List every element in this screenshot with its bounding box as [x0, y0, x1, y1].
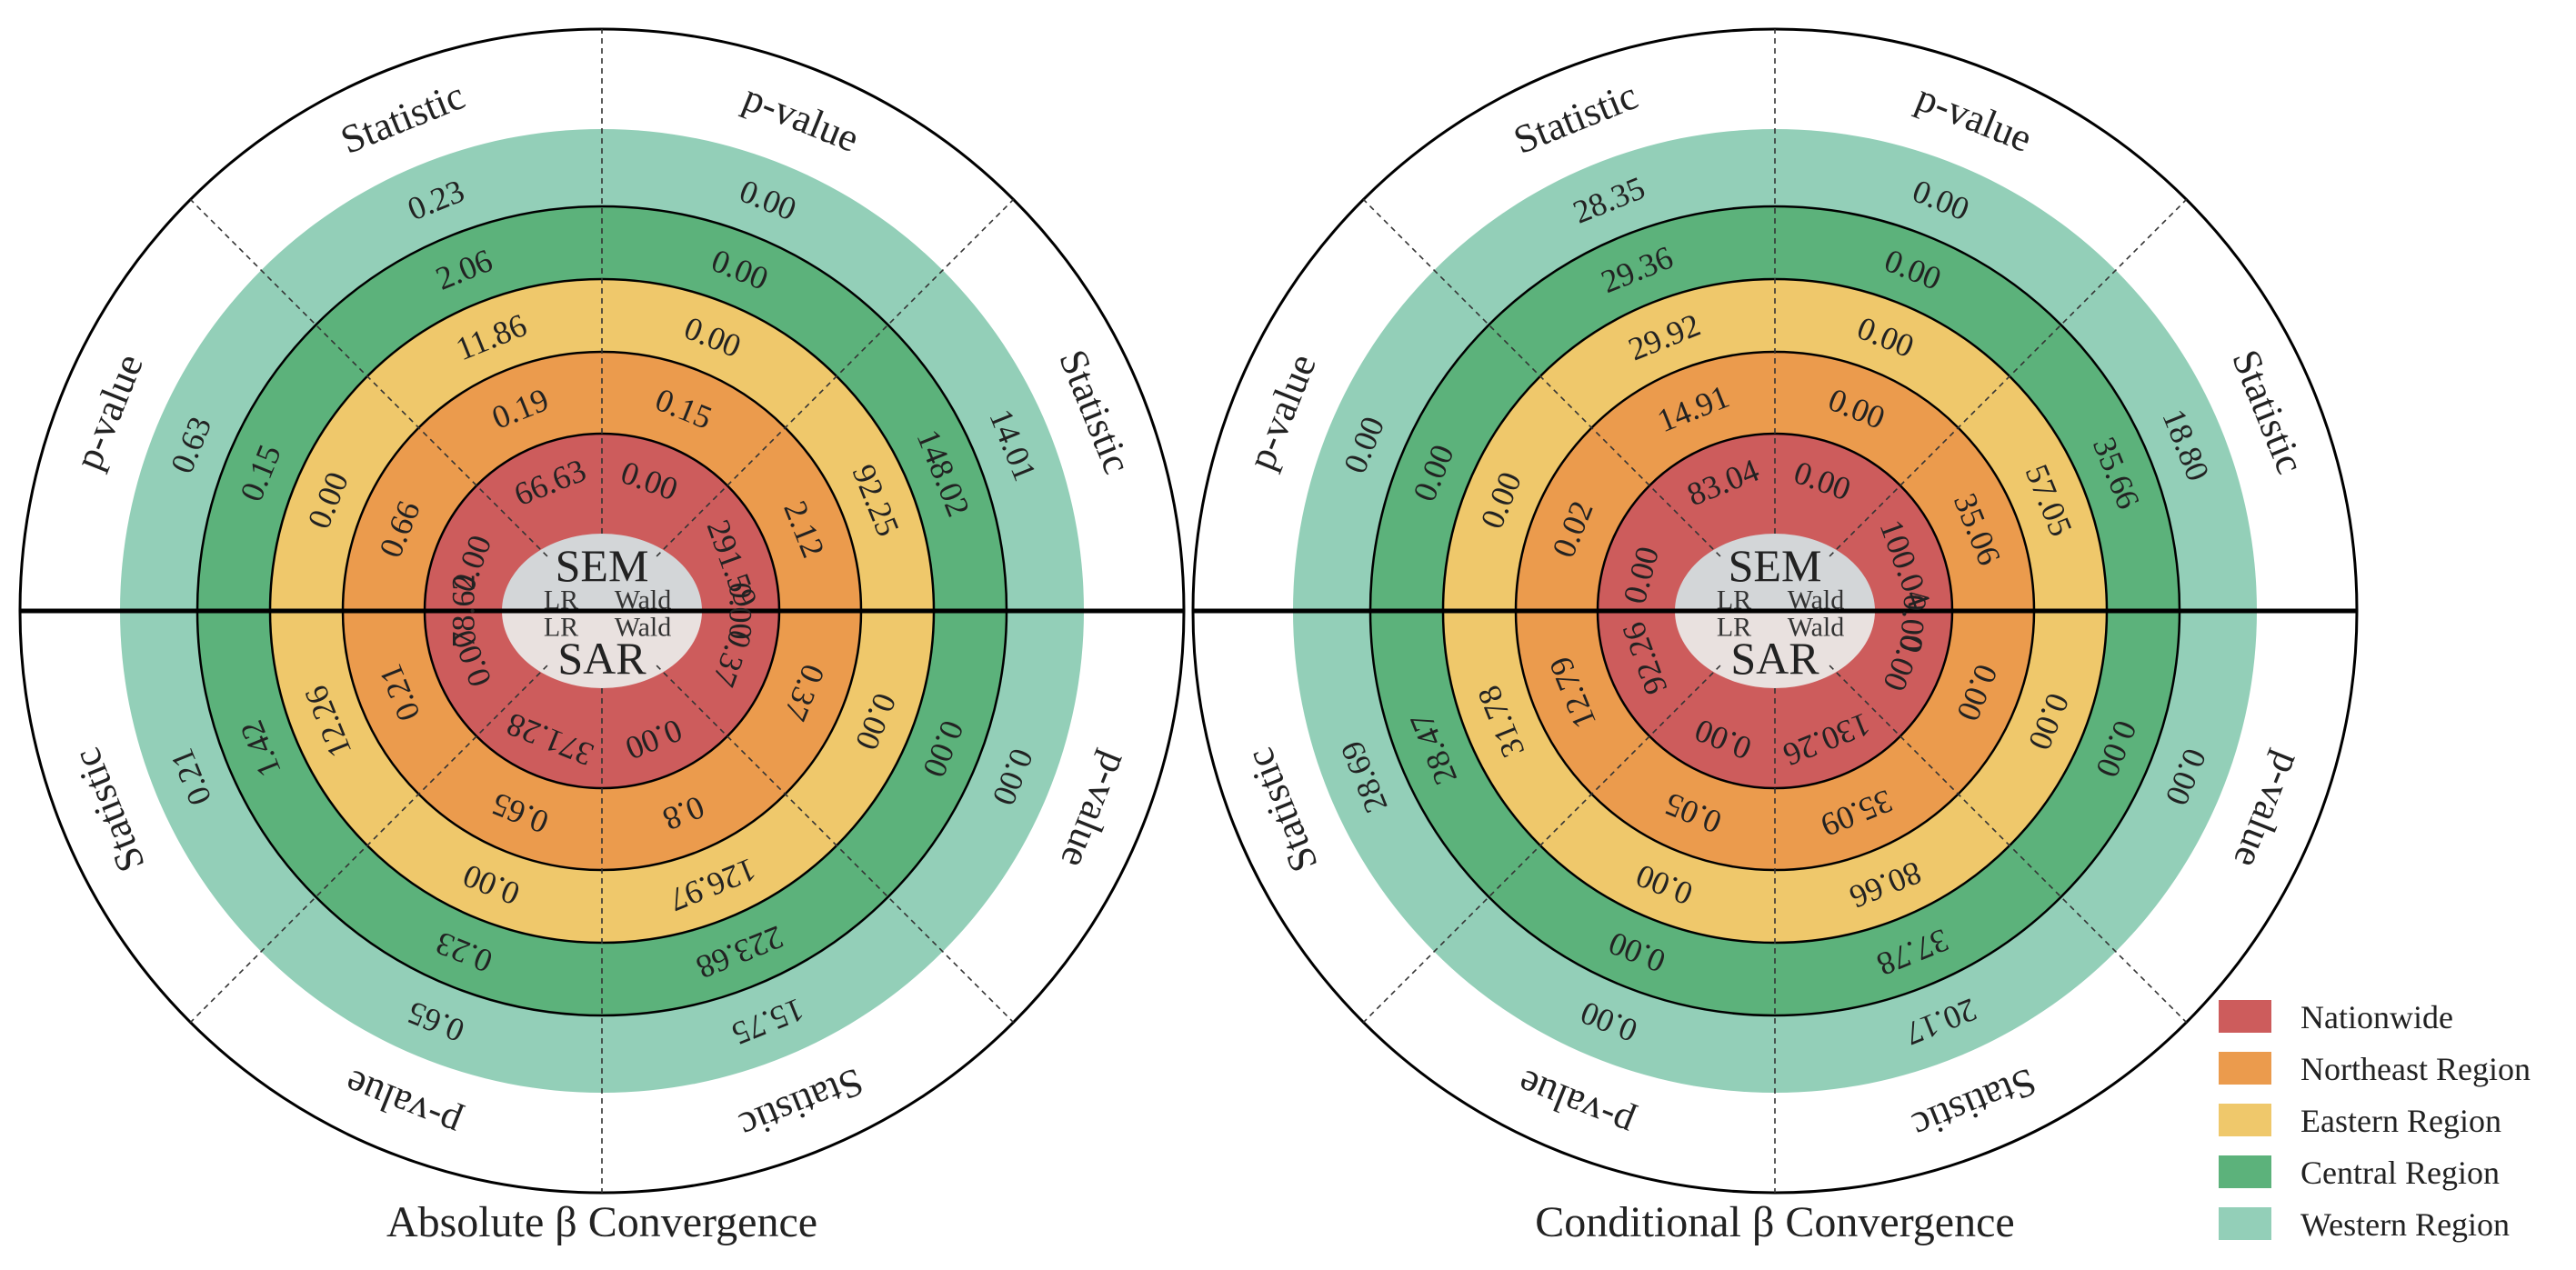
inner-label-left-bottom: LR [544, 613, 578, 643]
sector-divider [1362, 198, 1721, 557]
sector-divider [656, 665, 1015, 1024]
inner-label-right-bottom: Wald [615, 613, 672, 643]
inner-label-left-top: LR [1717, 585, 1751, 615]
center-sem-half [1675, 534, 1875, 611]
sem-label: SEM [1729, 540, 1822, 591]
inner-label-left-bottom: LR [1717, 613, 1751, 643]
sector-divider [1829, 665, 2188, 1024]
sector-divider [1829, 198, 2188, 557]
sector-divider [189, 198, 548, 557]
ring-value-nationwide: 78.62 [446, 575, 482, 648]
sector-divider [1362, 665, 1721, 1024]
sector-divider [189, 665, 548, 1024]
legend-label-nationwide: Nationwide [2300, 999, 2453, 1035]
chart-title-absolute: Absolute β Convergence [386, 1198, 817, 1246]
legend: Nationwide Northeast Region Eastern Region… [2219, 999, 2531, 1243]
legend-swatch-nationwide [2219, 1000, 2271, 1033]
inner-label-right-top: Wald [615, 585, 672, 615]
legend-label-western-region: Western Region [2300, 1206, 2510, 1243]
sem-label: SEM [556, 540, 649, 591]
inner-label-right-bottom: Wald [1788, 613, 1845, 643]
legend-label-central-region: Central Region [2300, 1155, 2500, 1191]
legend-swatch-eastern-region [2219, 1104, 2271, 1136]
legend-label-eastern-region: Eastern Region [2300, 1103, 2501, 1139]
sar-label: SAR [557, 633, 647, 684]
legend-swatch-central-region [2219, 1155, 2271, 1188]
inner-label-left-top: LR [544, 585, 578, 615]
ring-value-nationwide: 0.00 [1892, 593, 1933, 653]
legend-swatch-northeast-region [2219, 1052, 2271, 1085]
center-sem-half [502, 534, 702, 611]
legend-label-northeast-region: Northeast Region [2300, 1051, 2531, 1087]
sector-divider [656, 198, 1015, 557]
chart-title-conditional: Conditional β Convergence [1535, 1198, 2014, 1246]
ring-value-nationwide: 0.00 [723, 583, 759, 640]
center-sar-half [502, 611, 702, 688]
inner-label-right-top: Wald [1788, 585, 1845, 615]
center-sar-half [1675, 611, 1875, 688]
legend-swatch-western-region [2219, 1207, 2271, 1240]
sar-label: SAR [1730, 633, 1819, 684]
